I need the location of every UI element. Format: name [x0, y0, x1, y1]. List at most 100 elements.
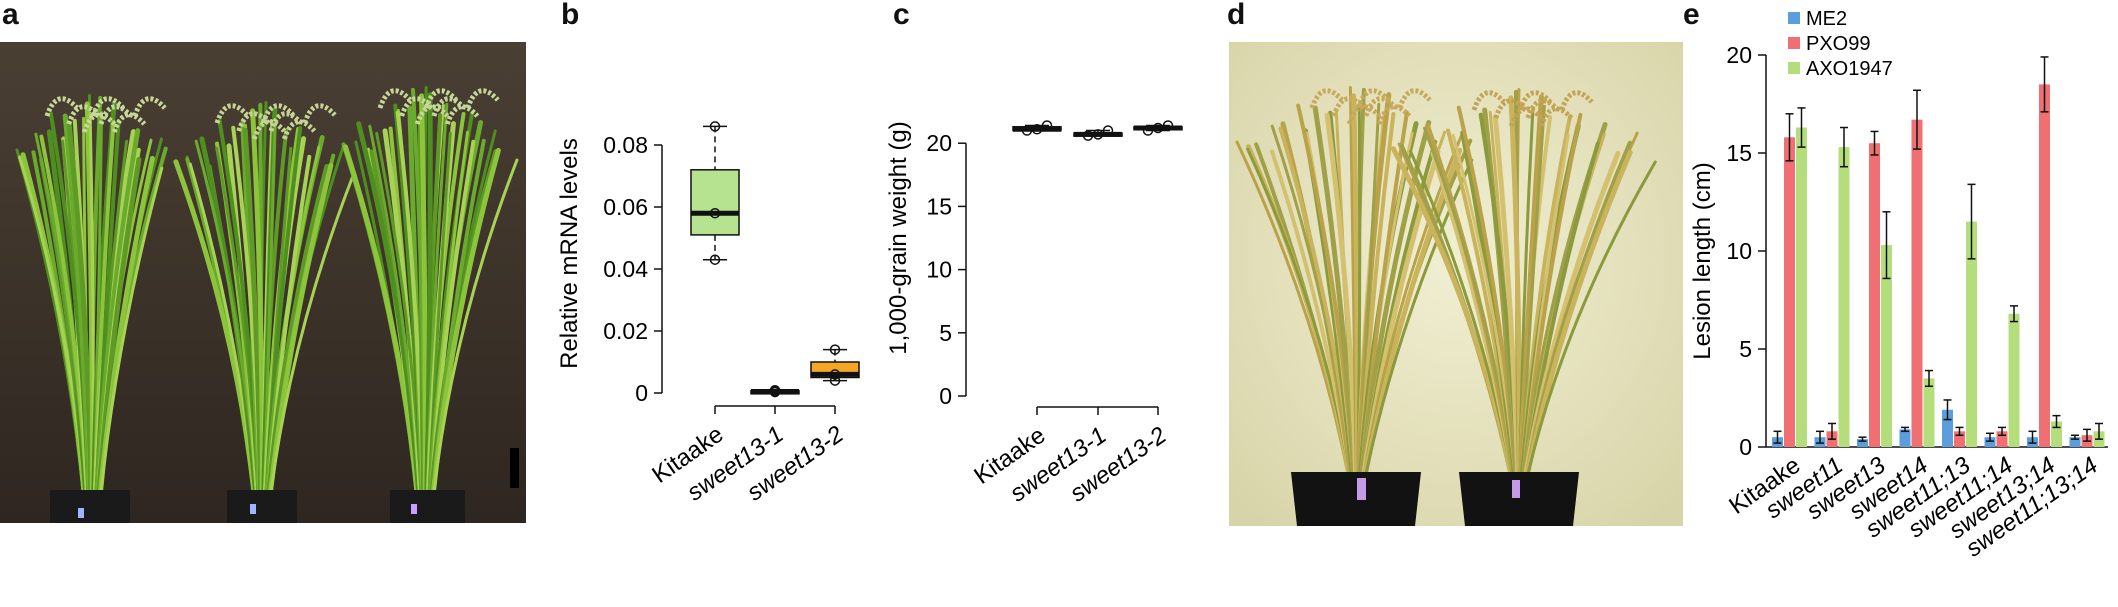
e-bar-me2 — [2069, 437, 2081, 447]
panel-letter-b: b — [561, 0, 580, 31]
c-y-tick-label: 20 — [926, 130, 952, 156]
rice-plants-illustration-d — [1229, 42, 1683, 526]
c-y-axis-label: 1,000-grain weight (g) — [885, 121, 912, 354]
leaf — [1492, 114, 1521, 477]
b-y-tick-label: 0.04 — [603, 256, 648, 282]
panicle — [268, 111, 303, 132]
panel-letter-a: a — [2, 0, 19, 31]
panicle — [90, 96, 125, 117]
c-point — [1021, 125, 1033, 136]
panicle — [251, 119, 287, 140]
panicle — [1363, 96, 1398, 117]
panicle — [214, 103, 249, 124]
leaf — [432, 158, 519, 494]
panicle — [431, 96, 466, 117]
e-legend-swatch — [1788, 37, 1800, 49]
e-bar-axo1947 — [2008, 313, 2020, 447]
panicle — [302, 103, 337, 124]
e-bar-axo1947 — [1881, 245, 1892, 447]
panicle — [377, 88, 412, 109]
panicle — [1525, 98, 1560, 119]
c-y-tick-label: 15 — [926, 193, 952, 219]
panicle — [81, 112, 117, 133]
b-y-tick-label: 0.02 — [603, 318, 648, 344]
b-point — [829, 375, 841, 386]
e-legend-label: PXO99 — [1806, 33, 1870, 55]
b-y-tick-label: 0.06 — [603, 194, 648, 220]
panicle — [111, 112, 147, 133]
panicle — [414, 104, 450, 125]
panicle — [423, 88, 458, 109]
rice-plants-photo-d — [1229, 42, 1683, 526]
e-bar-me2 — [1984, 437, 1996, 447]
e-bar-pxo99 — [1996, 431, 2008, 447]
b-point — [709, 207, 721, 219]
panicle — [44, 96, 79, 117]
panel-letter-d: d — [1227, 0, 1246, 31]
c-point — [1031, 124, 1043, 135]
panicle — [1309, 88, 1344, 109]
leaf — [269, 173, 355, 494]
panel-letter-c: c — [893, 0, 910, 31]
c-y-tick-label: 10 — [926, 257, 952, 283]
e-y-tick-label: 20 — [1726, 42, 1752, 68]
e-bar-axo1947 — [2051, 421, 2062, 447]
e-y-axis-label: Lesion length (cm) — [1689, 162, 1716, 359]
c-point — [1162, 120, 1174, 131]
panicle — [132, 96, 167, 117]
b-point — [769, 384, 781, 396]
rice-plants-illustration-a — [0, 42, 526, 523]
e-bar-axo1947 — [1923, 378, 1935, 447]
panicle — [66, 104, 101, 125]
e-bar-me2 — [1942, 409, 1953, 447]
c-point — [1152, 122, 1164, 134]
c-point — [1082, 130, 1094, 141]
e-bar-axo1947 — [1966, 221, 1977, 447]
e-bar-me2 — [1899, 429, 1911, 447]
panicle — [260, 103, 295, 124]
e-bar-axo1947 — [1796, 127, 1807, 448]
c-point — [1102, 125, 1114, 136]
b-y-tick-label: 0.08 — [603, 132, 648, 158]
e-bar-pxo99 — [2039, 84, 2050, 448]
panicle — [465, 88, 500, 109]
panicle — [1517, 90, 1552, 111]
e-bar-axo1947 — [1838, 147, 1850, 447]
e-bar-pxo99 — [1911, 119, 1923, 448]
e-y-tick-label: 0 — [1739, 434, 1752, 460]
e-bar-pxo99 — [1954, 431, 1965, 447]
e-legend-label: ME2 — [1806, 8, 1847, 30]
e-legend-swatch — [1788, 62, 1800, 74]
e-y-tick-label: 10 — [1726, 238, 1752, 264]
rice-plants-photo-a — [0, 42, 526, 523]
b-point — [829, 344, 841, 355]
b-box — [690, 169, 740, 236]
panicle — [1471, 90, 1506, 111]
e-bar-pxo99 — [1784, 137, 1795, 447]
panicle — [236, 111, 271, 132]
panicle — [1355, 88, 1390, 109]
c-y-tick-label: 0 — [939, 383, 952, 409]
e-bar-me2 — [1857, 439, 1868, 447]
e-legend-label: AXO1947 — [1806, 58, 1893, 80]
c-point — [1041, 120, 1053, 131]
panicle — [444, 104, 480, 125]
panicle — [98, 104, 133, 125]
b-y-axis-label: Relative mRNA levels — [556, 138, 583, 369]
panicle — [399, 96, 434, 117]
panicle — [1559, 90, 1594, 111]
e-y-tick-label: 15 — [1726, 140, 1752, 166]
panel-letter-e: e — [1683, 0, 1700, 31]
panicle — [1331, 96, 1366, 117]
e-bar-pxo99 — [1869, 143, 1880, 447]
c-point — [1142, 125, 1154, 136]
panicle — [1508, 106, 1544, 127]
leaf — [1526, 160, 1657, 476]
b-point — [709, 254, 721, 265]
panicle — [1493, 98, 1528, 119]
b-point — [709, 121, 721, 132]
panicle — [1376, 104, 1412, 125]
